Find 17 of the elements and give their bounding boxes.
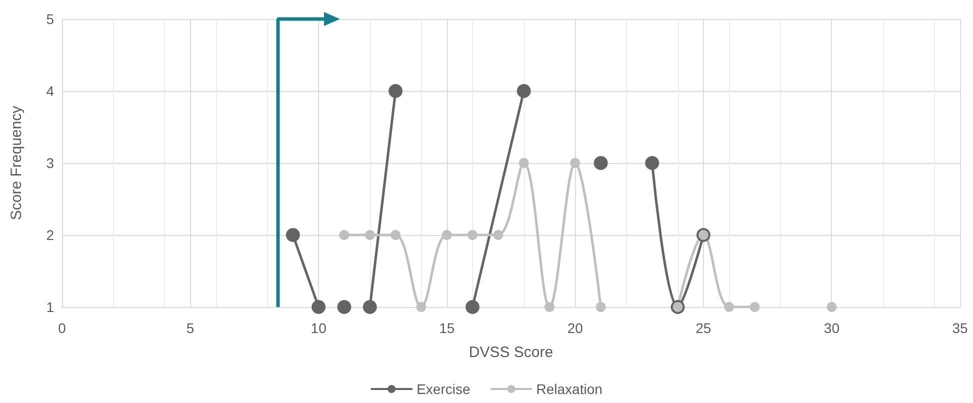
y-tick-label: 1 <box>46 299 54 315</box>
legend-label: Exercise <box>416 381 470 397</box>
legend-label: Relaxation <box>536 381 602 397</box>
y-tick-label: 5 <box>46 11 54 27</box>
x-tick-label: 30 <box>824 320 840 336</box>
x-axis-title: DVSS Score <box>468 344 554 361</box>
x-tick-label: 15 <box>439 320 455 336</box>
y-tick-label: 4 <box>46 83 54 99</box>
x-tick-label: 0 <box>58 320 66 336</box>
x-tick-label: 20 <box>567 320 584 336</box>
y-tick-label: 3 <box>46 155 54 171</box>
y-axis-title: Score Frequency <box>8 105 25 220</box>
x-tick-label: 10 <box>310 320 327 336</box>
x-tick-label: 35 <box>952 320 968 336</box>
x-tick-label: 25 <box>696 320 712 336</box>
y-tick-label: 2 <box>46 227 54 243</box>
x-tick-label: 5 <box>186 320 194 336</box>
